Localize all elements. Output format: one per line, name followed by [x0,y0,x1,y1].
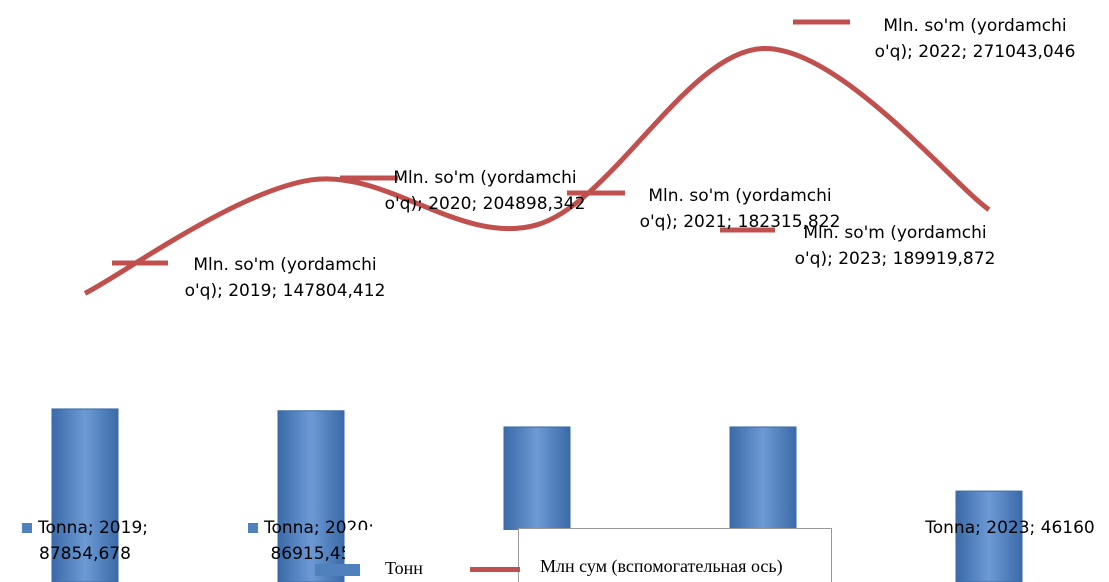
bar [51,408,119,582]
data-label: Tonna; 2023; 46160 [915,515,1105,541]
legend-key [470,567,520,572]
data-label: Mln. so'm (yordamchi o'q); 2020; 204898,… [384,168,586,214]
bar [955,490,1023,582]
legend-label: Тонн [385,558,423,578]
legend-label: Млн сум (вспомогательная ось) [540,556,783,576]
legend-key [315,564,360,576]
legend-box [518,528,832,582]
label-key [22,523,32,533]
data-label: Mln. so'm (yordamchi o'q); 2022; 271043,… [874,16,1076,62]
data-label: Tonna; 2019; 87854,678 [5,515,165,567]
label-key [248,523,258,533]
label-text: Tonna; 2023; 46160 [925,518,1095,538]
data-label: Mln. so'm (yordamchi o'q); 2021; 182315,… [639,186,841,232]
label-text: Tonna; 2019; 87854,678 [38,518,148,564]
data-label: Mln. so'm (yordamchi o'q); 2019; 147804,… [184,255,386,301]
bar [277,410,345,582]
line [83,46,991,296]
data-label: Mln. so'm (yordamchi o'q); 2023; 189919,… [794,223,996,269]
